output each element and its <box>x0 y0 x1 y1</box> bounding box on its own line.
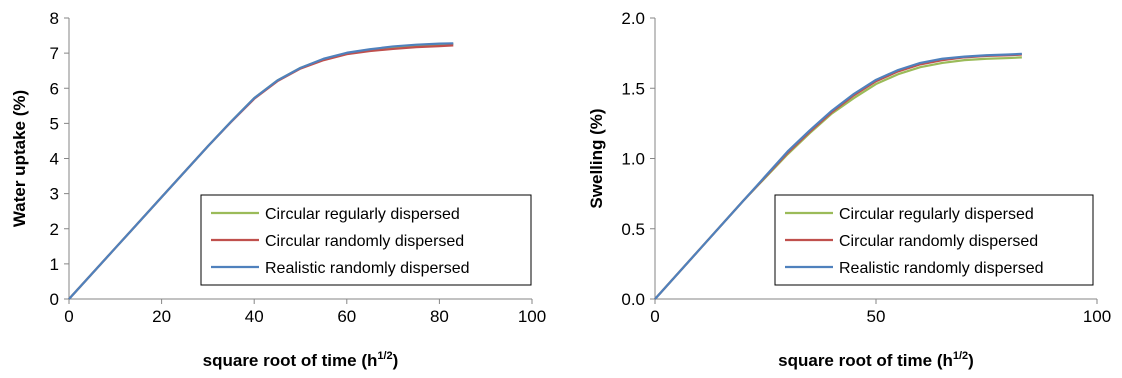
y-tick-label: 4 <box>50 150 59 169</box>
y-tick-label: 3 <box>50 185 59 204</box>
x-tick-label: 0 <box>64 307 73 326</box>
y-axis-title: Swelling (%) <box>587 108 606 208</box>
series-line <box>68 42 454 300</box>
y-tick-label: 0.0 <box>621 290 645 309</box>
x-tick-label: 100 <box>518 307 546 326</box>
legend-label: Realistic randomly dispersed <box>265 260 470 277</box>
y-tick-label: 1.0 <box>621 150 645 169</box>
x-axis-title: square root of time (h1/2) <box>203 350 399 370</box>
legend-label: Circular randomly dispersed <box>839 233 1038 250</box>
x-tick-label: 20 <box>152 307 171 326</box>
y-tick-label: 0 <box>50 290 59 309</box>
y-tick-label: 1 <box>50 255 59 274</box>
y-tick-label: 0.5 <box>621 220 645 239</box>
y-tick-label: 5 <box>50 114 59 133</box>
y-tick-label: 7 <box>50 44 59 63</box>
x-axis-title: square root of time (h1/2) <box>778 350 974 370</box>
x-tick-label: 80 <box>430 307 449 326</box>
series-line <box>654 52 1022 300</box>
legend-label: Circular regularly dispersed <box>839 206 1034 223</box>
y-tick-label: 2 <box>50 220 59 239</box>
y-axis-title: Water uptake (%) <box>10 90 29 227</box>
x-tick-label: 60 <box>337 307 356 326</box>
y-tick-label: 6 <box>50 79 59 98</box>
legend-label: Circular randomly dispersed <box>265 233 464 250</box>
legend-label: Circular regularly dispersed <box>265 206 460 223</box>
x-tick-label: 0 <box>650 307 659 326</box>
legend-label: Realistic randomly dispersed <box>839 260 1044 277</box>
chart-2: 0.0 0.5 1.0 1.5 2.0 0 50 100 square root of time… <box>587 9 1111 370</box>
x-tick-label: 100 <box>1083 307 1111 326</box>
legend: Circular regularly dispersed Circular ran… <box>774 194 1094 286</box>
x-tick-label: 40 <box>245 307 264 326</box>
x-tick-label: 50 <box>867 307 886 326</box>
y-tick-label: 2.0 <box>621 9 645 28</box>
y-tick-label: 1.5 <box>621 79 645 98</box>
legend: Circular regularly dispersed Circular ran… <box>200 194 532 286</box>
y-tick-label: 8 <box>50 9 59 28</box>
